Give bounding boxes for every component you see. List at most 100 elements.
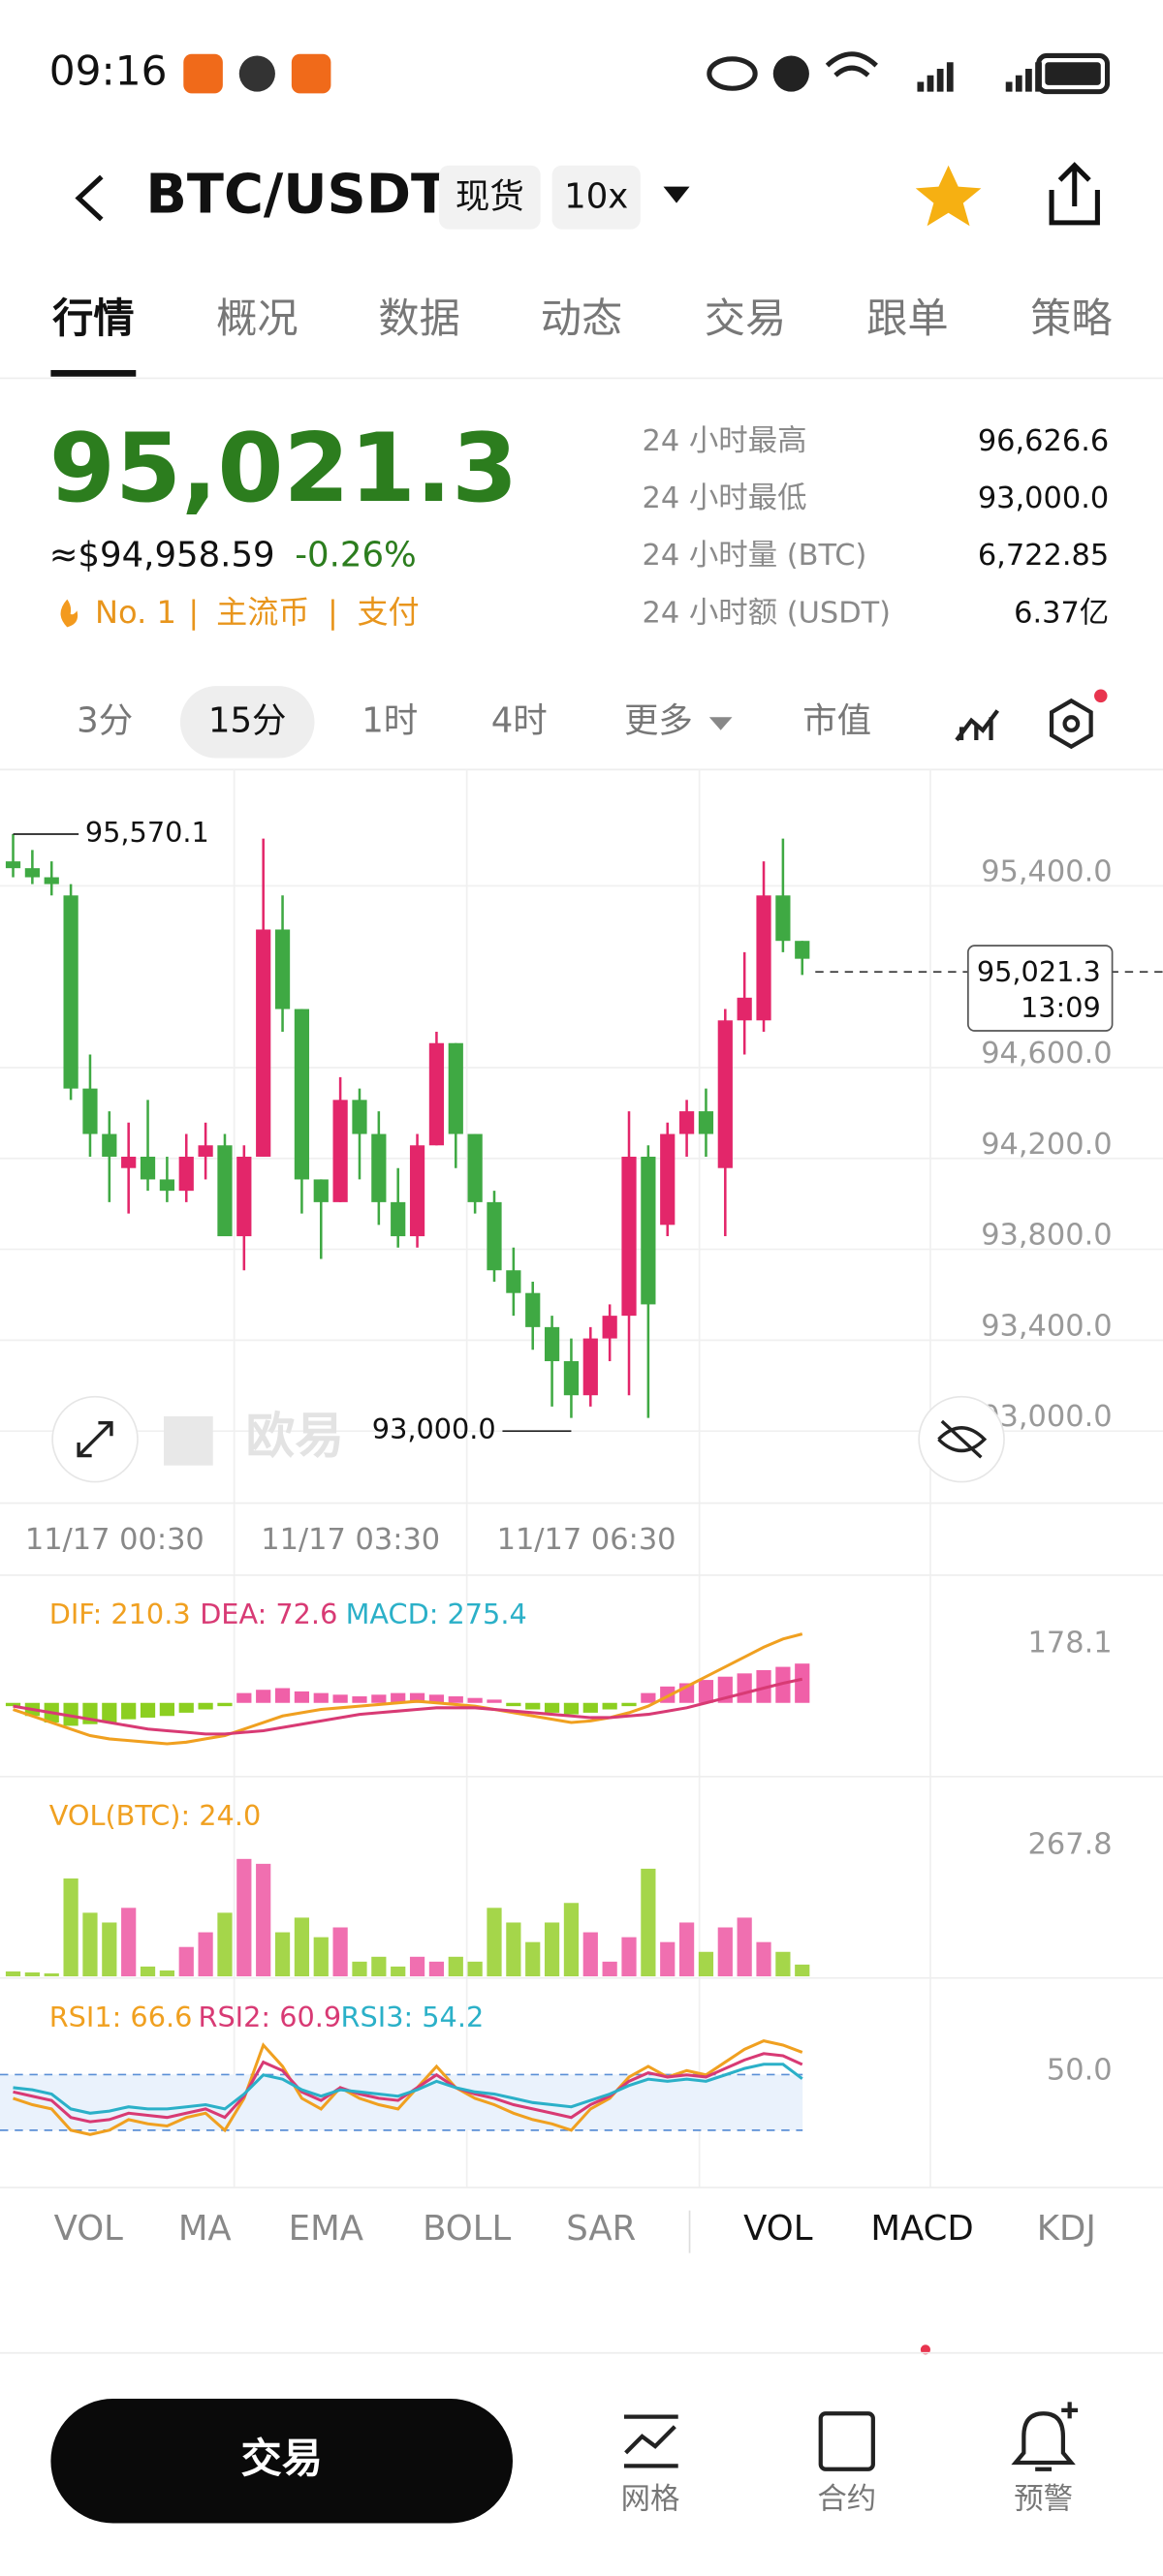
interval[interactable]: 更多 [624,700,693,740]
indicator-tab[interactable]: KDJ [1037,2209,1096,2249]
candle-body [563,1361,580,1396]
stat-label: 24 小时最低 [643,481,807,515]
last-price-box [967,945,1114,1032]
vol-bar [582,1932,598,1977]
candle-body [44,877,59,885]
candle-body [140,1156,156,1180]
candle-body [737,997,752,1021]
change: -0.26% [295,536,417,575]
macd-bar [621,1702,637,1707]
dropdown[interactable] [663,186,690,203]
vol-axis-label: 267.8 [1028,1827,1113,1861]
candle-body [313,1179,329,1202]
candle-body [582,1338,598,1396]
vol-bar [737,1917,752,1977]
rsi-label: RSI1: 66.6 [49,2001,193,2033]
rsi3-line [13,2063,803,2115]
y-tick-label: 93,400.0 [981,1309,1112,1343]
candle-body [448,1042,463,1134]
candle-body [487,1201,502,1271]
settings[interactable] [1049,698,1093,750]
favorite[interactable] [915,165,982,227]
tab[interactable]: 数据 [378,295,460,342]
macd-bar [698,1680,714,1703]
vol-bar [371,1956,387,1977]
eye-icon [707,56,758,91]
hide-icon [937,1419,988,1459]
vol-bar [313,1937,329,1977]
tab[interactable]: 交易 [705,295,787,342]
candle-body [641,1156,656,1305]
interval[interactable]: 3分 [77,700,133,740]
vol-bar [82,1912,98,1977]
candle-body [82,1088,98,1134]
vol-bar [795,1964,810,1977]
y-tick-label: 95,400.0 [981,854,1112,888]
indicator-tab[interactable]: EMA [289,2209,363,2249]
stat-value: 6.37亿 [1014,596,1109,630]
tag: 现货 [456,177,524,217]
vol-bar [641,1868,656,1977]
candle-body [506,1270,521,1293]
y-tick-label: 93,800.0 [981,1219,1112,1253]
vol-bar [525,1941,541,1977]
alarm-icon [772,55,809,92]
vol-bar [274,1932,291,1977]
macd-bar [525,1702,541,1710]
tab-underline [50,369,137,377]
notice-dot [1094,689,1108,703]
interval[interactable]: 1时 [361,700,418,740]
candle-body [63,895,79,1089]
macd-bar [582,1702,598,1713]
interval[interactable]: 4时 [491,700,548,740]
bottom-item[interactable]: 合约 [817,2482,876,2516]
back-button[interactable] [75,174,104,222]
candle-body [198,1145,213,1157]
vol-bar [63,1878,79,1977]
macd-bar [795,1663,810,1703]
grid-icon [623,2414,678,2468]
tab[interactable]: 概况 [216,295,299,342]
interval[interactable]: 市值 [802,700,871,740]
macd-bar [294,1691,310,1703]
tab[interactable]: 策略 [1030,295,1113,342]
candle-body [602,1316,617,1339]
indicator-tab[interactable]: MACD [870,2209,973,2249]
interval[interactable]: 15分 [208,700,287,740]
candle-body [274,929,291,1009]
candle-body [159,1179,175,1192]
vol-bar [332,1927,348,1977]
tab[interactable]: 行情 [52,295,135,342]
indicator-tab[interactable]: MA [178,2209,232,2249]
candle-body [467,1133,483,1202]
bottom-item[interactable]: 预警 [1014,2482,1073,2516]
trade-button[interactable] [50,2399,514,2524]
bottom-item[interactable]: 网格 [621,2482,680,2516]
pair-title: BTC/USDT [145,164,448,227]
macd-bar [198,1702,213,1710]
tab[interactable]: 跟单 [866,295,949,342]
vol-bar [44,1972,59,1977]
vol-bar [756,1941,771,1977]
tab[interactable]: 动态 [541,295,623,342]
rsi-label: RSI2: 60.9 [199,2001,342,2033]
badge: 主流币 [216,594,309,631]
settings-dot [1062,715,1081,732]
chart-type[interactable] [955,709,999,742]
wechat-icon [238,55,275,92]
low-label: 93,000.0 [372,1412,496,1445]
vol-bar [409,1956,425,1977]
vol-bar [660,1941,676,1977]
indicator-tab[interactable]: BOLL [423,2209,511,2249]
indicator-tab[interactable]: VOL [743,2209,813,2249]
indicator-tab[interactable]: SAR [566,2209,636,2249]
indicator-tab[interactable]: VOL [54,2209,124,2249]
app-icon [183,53,223,94]
share[interactable] [1049,162,1100,226]
trade-label: 交易 [240,2435,323,2482]
candle-body [795,941,810,959]
candle-body [678,1111,695,1134]
vol-bar [544,1922,560,1977]
